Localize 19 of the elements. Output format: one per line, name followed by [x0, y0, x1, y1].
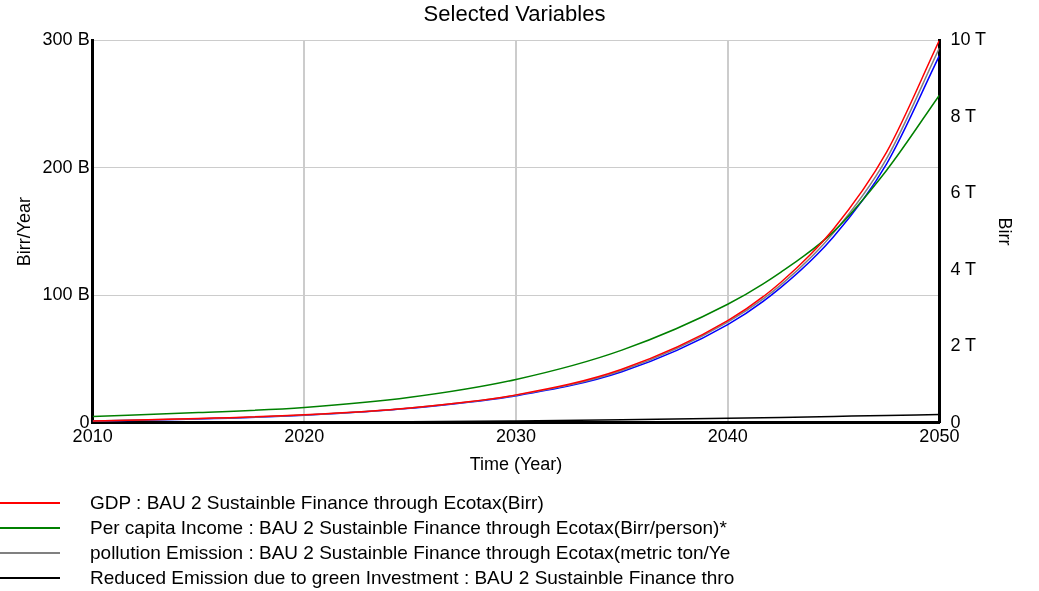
y2-tick-label: 6 T	[950, 182, 977, 203]
y-axis-title: Birr/Year	[13, 196, 34, 267]
x-tick-label: 2030	[495, 425, 537, 446]
legend-label: Reduced Emission due to green Investment : BAU 2 Sustainble Finance thro	[90, 566, 735, 589]
legend-label: Per capita Income : BAU 2 Sustainble Finance through Ecotax(Birr/person)*	[90, 516, 727, 539]
y2-axis-title: Birr	[995, 217, 1016, 246]
x-axis-title: Time (Year)	[469, 454, 563, 475]
y2-tick-label: 4 T	[950, 258, 977, 279]
x-tick-label: 2040	[707, 425, 748, 446]
y2-tick-label: 2 T	[950, 335, 977, 356]
y2-tick-label: 10 T	[950, 29, 987, 50]
legend-label: pollution Emission : BAU 2 Sustainble Finance through Ecotax(metric ton/Ye	[90, 541, 731, 564]
legend-label: GDP : BAU 2 Sustainble Finance through Ecotax(Birr)	[90, 491, 544, 514]
y-tick-label: 200 B	[42, 156, 90, 177]
y-tick-label: 300 B	[42, 29, 90, 50]
y2-tick-label: 8 T	[950, 105, 977, 126]
chart-title: Selected Variables	[423, 1, 606, 27]
y-tick-label: 100 B	[42, 284, 90, 305]
x-tick-label: 2020	[284, 425, 325, 446]
